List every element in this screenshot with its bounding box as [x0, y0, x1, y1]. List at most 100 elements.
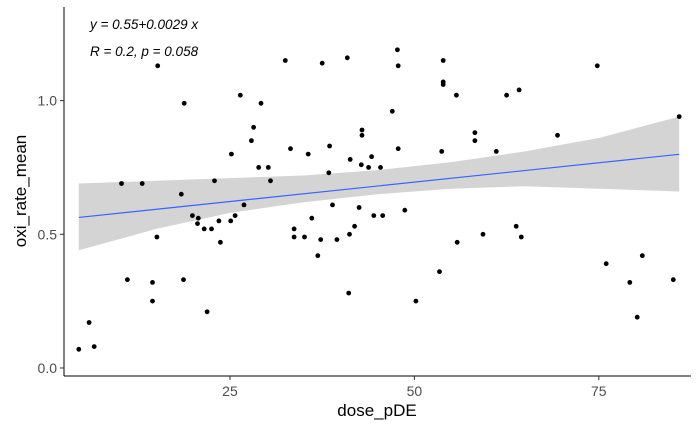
data-point	[91, 344, 97, 349]
data-point	[634, 314, 640, 320]
data-point	[327, 143, 332, 149]
data-point	[413, 298, 419, 304]
data-point	[639, 253, 645, 259]
data-point	[204, 309, 210, 315]
y-tick-label: 0.5	[38, 226, 58, 242]
data-point	[201, 226, 207, 232]
data-point	[352, 223, 357, 229]
data-point	[268, 178, 273, 184]
data-point	[347, 231, 352, 237]
data-point	[358, 162, 364, 168]
data-point	[291, 226, 297, 232]
data-point	[237, 92, 243, 98]
y-axis-title: oxi_rate_mean	[11, 135, 30, 247]
data-point	[516, 87, 522, 93]
data-point	[480, 231, 486, 237]
data-point	[154, 234, 160, 240]
data-point	[344, 55, 350, 61]
y-tick-label: 0.0	[38, 360, 58, 376]
data-point	[150, 280, 155, 285]
data-point	[119, 181, 124, 186]
data-point	[302, 234, 307, 240]
data-point	[347, 157, 353, 162]
data-point	[439, 149, 445, 154]
data-point	[139, 181, 145, 186]
data-point	[504, 92, 509, 98]
equation-annotation: y = 0.55+0.0029 x	[89, 17, 199, 32]
data-point	[518, 234, 524, 240]
x-tick-label: 25	[222, 383, 238, 399]
data-point	[125, 277, 130, 283]
data-point	[241, 202, 247, 208]
data-point	[594, 63, 600, 69]
data-point	[216, 218, 222, 224]
data-point	[155, 63, 161, 69]
data-point	[334, 237, 340, 243]
data-point	[76, 346, 82, 352]
data-point	[288, 146, 293, 152]
data-point	[330, 202, 335, 208]
data-point	[402, 207, 408, 213]
y-ticks: 0.0 0.5 1.0	[38, 93, 64, 376]
data-point	[395, 146, 401, 152]
data-point	[326, 170, 332, 176]
data-point	[251, 124, 256, 130]
data-point	[356, 205, 362, 210]
data-point	[232, 213, 238, 219]
data-point	[218, 239, 223, 245]
data-point	[309, 215, 315, 221]
correlation-annotation: R = 0.2, p = 0.058	[90, 44, 199, 59]
regression-line	[78, 153, 680, 219]
data-point	[627, 280, 633, 285]
data-point	[380, 213, 386, 219]
data-point	[86, 320, 92, 325]
data-point	[371, 213, 377, 219]
data-point	[265, 165, 271, 170]
data-point	[472, 130, 478, 136]
data-point	[181, 277, 186, 283]
data-point	[195, 221, 200, 227]
y-tick-label: 1.0	[38, 93, 58, 109]
x-ticks: 25 50 75	[222, 376, 607, 399]
data-point	[229, 151, 234, 157]
data-point	[555, 132, 560, 138]
data-point	[212, 178, 217, 184]
data-point	[228, 218, 234, 224]
data-point	[603, 261, 609, 267]
data-point	[493, 149, 499, 154]
data-point	[437, 269, 442, 275]
data-point	[369, 154, 374, 160]
data-point	[318, 237, 324, 243]
data-point	[190, 213, 195, 219]
x-axis-title: dose_pDE	[337, 401, 416, 420]
data-point	[440, 79, 446, 85]
data-point	[395, 63, 401, 69]
data-point	[258, 100, 264, 106]
data-point	[181, 100, 187, 106]
data-point	[291, 234, 297, 240]
data-points	[76, 47, 682, 352]
data-point	[440, 58, 446, 63]
data-point	[670, 277, 676, 283]
data-point	[305, 151, 311, 157]
data-point	[454, 239, 460, 245]
data-point	[249, 138, 254, 144]
data-point	[395, 47, 400, 53]
data-point	[209, 226, 214, 232]
data-point	[378, 165, 383, 170]
data-point	[472, 138, 478, 144]
data-point	[256, 165, 262, 170]
data-point	[319, 60, 325, 66]
x-tick-label: 50	[407, 383, 423, 399]
data-point	[359, 132, 365, 138]
data-point	[282, 58, 288, 63]
data-point	[195, 215, 201, 221]
data-point	[178, 191, 184, 197]
data-point	[346, 290, 352, 296]
data-point	[389, 108, 395, 114]
x-tick-label: 75	[591, 383, 607, 399]
data-point	[366, 165, 371, 170]
data-point	[359, 127, 365, 133]
data-point	[150, 298, 155, 304]
